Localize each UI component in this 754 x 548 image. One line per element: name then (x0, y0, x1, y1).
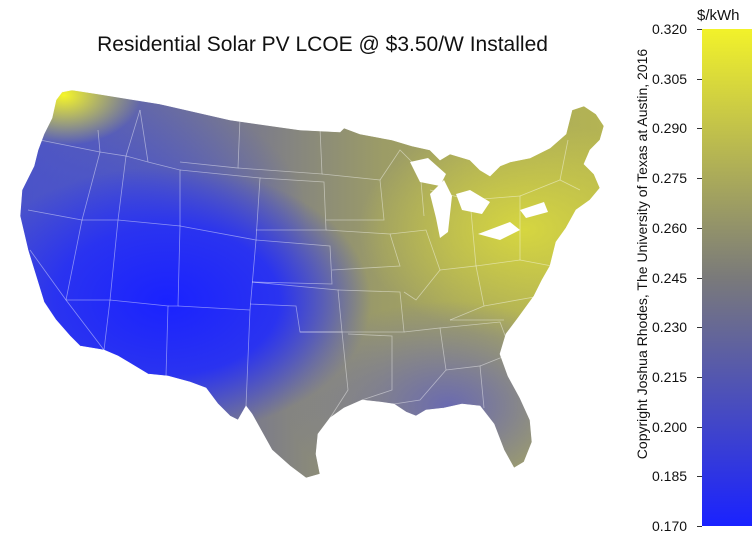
legend-tick-mark (697, 128, 702, 130)
legend-tick-mark (697, 476, 702, 478)
legend-tick-label: 0.320 (652, 21, 688, 37)
legend-tick-label: 0.200 (652, 418, 688, 435)
legend-tick-label: 0.230 (652, 319, 688, 336)
map-title: Residential Solar PV LCOE @ $3.50/W Inst… (97, 33, 548, 56)
legend-tick-mark (697, 227, 702, 229)
legend-tick-label: 0.260 (652, 219, 688, 236)
legend-tick-mark (697, 376, 702, 378)
legend-unit-label: $/kWh (697, 7, 740, 24)
legend-tick-mark (697, 78, 702, 80)
legend-tick-label: 0.275 (652, 170, 688, 187)
legend-tick-label: 0.245 (652, 269, 688, 286)
legend-tick-mark (697, 327, 702, 329)
legend-tick-label: 0.215 (652, 368, 688, 385)
legend-tick-mark (697, 526, 702, 527)
legend-tick-mark (697, 277, 702, 279)
legend-tick-label: 0.170 (652, 518, 688, 534)
legend-tick-mark (697, 426, 702, 428)
legend-tick-mark (697, 29, 702, 30)
us-choropleth-map (19, 89, 605, 479)
copyright-notice: Copyright Joshua Rhodes, The University … (632, 18, 652, 490)
legend-tick-mark (697, 178, 702, 180)
legend-tick-label: 0.305 (652, 70, 688, 87)
legend-color-bar (702, 29, 752, 526)
copyright-text: Copyright Joshua Rhodes, The University … (634, 48, 651, 460)
legend-tick-label: 0.290 (652, 120, 688, 137)
legend-tick-label: 0.185 (652, 468, 688, 485)
